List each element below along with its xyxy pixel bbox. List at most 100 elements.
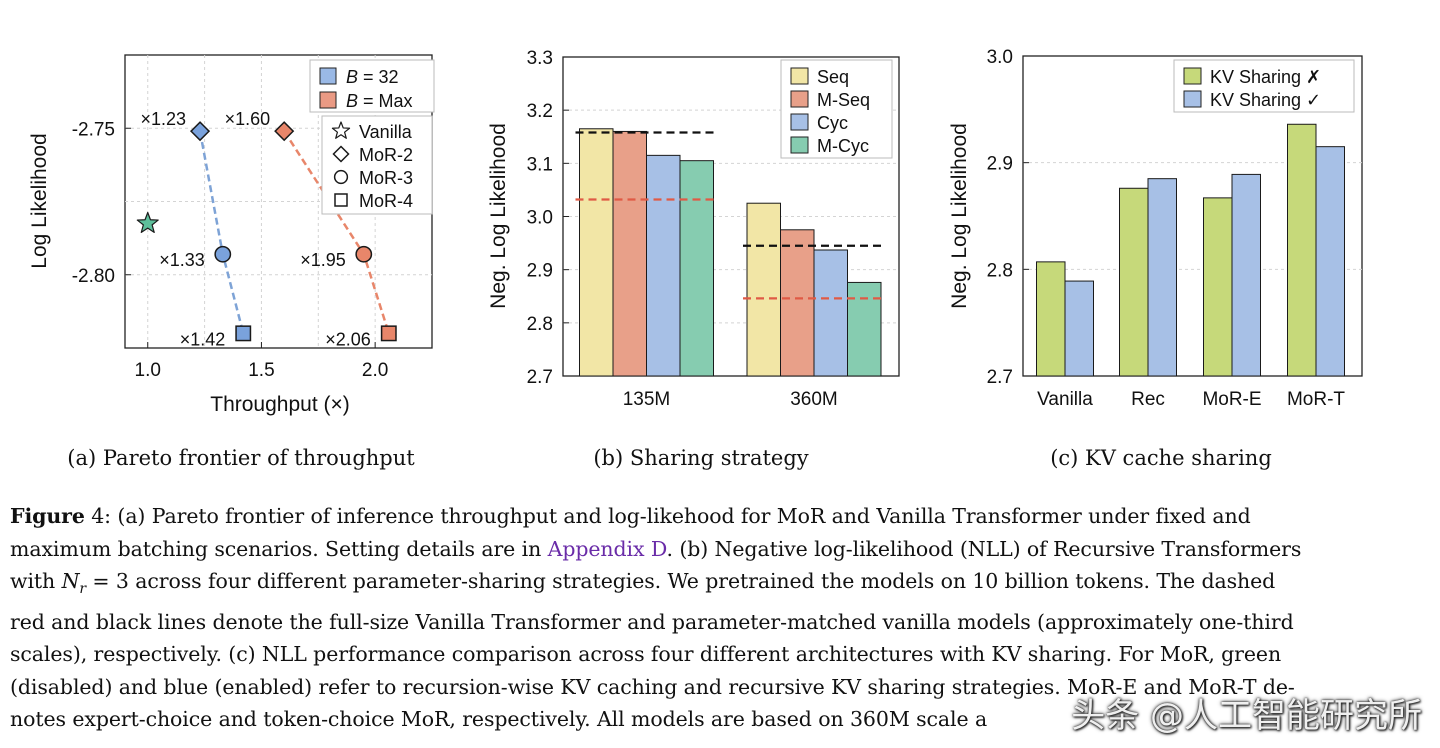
panel-a-legend-marker-square (334, 193, 348, 207)
c-ytick-label: 2.9 (987, 154, 1013, 175)
panel-b-legend-swatch (790, 136, 809, 154)
panel-a-legend-swatch (319, 91, 337, 109)
caption-line-5: scales), respectively. (c) NLL performan… (10, 642, 1282, 667)
panel-a-point-label: ×1.33 (159, 250, 205, 270)
panel-c-plot-frame (1022, 55, 1363, 377)
b-bar (679, 160, 714, 377)
panel-a-point-label: ×2.06 (325, 329, 371, 349)
panel-c-kv-cache-chart: 2.7 2.8 2.9 3.0 Vanilla Rec MoR-E MoR-T Neg. Lo… (948, 47, 1363, 470)
c-bar (1231, 173, 1261, 377)
panel-a-point-diamond (189, 121, 211, 142)
caption-line-1: Figure 4: (a) Pareto frontier of inferen… (10, 500, 1430, 533)
panel-a-point-circle (355, 245, 373, 263)
c-bar (1147, 178, 1177, 377)
caption-figure-number: 4: (84, 504, 111, 528)
caption-math-sub: r (79, 581, 86, 598)
panel-a-legend-marker-label: MoR-4 (359, 191, 413, 211)
c-bar (1203, 197, 1233, 377)
caption-text: maximum batching scenarios. Setting deta… (10, 536, 548, 561)
panel-c-bars (1036, 123, 1345, 377)
panel-b-reference-lines (575, 131, 885, 300)
b-ytick-label: 3.0 (527, 208, 553, 229)
caption-line-2: maximum batching scenarios. Setting deta… (10, 533, 1430, 566)
c-xtick-label: Vanilla (1037, 389, 1093, 410)
b-bar (780, 229, 815, 377)
panel-a-legend-marker-diamond (332, 145, 350, 163)
panel-b-legend: Seq M-Seq Cyc M-Cyc (780, 59, 893, 159)
panel-a-legend-label-var: B (346, 91, 358, 111)
panel-a-point-label: ×1.42 (180, 329, 226, 349)
b-ytick-label: 2.9 (527, 261, 553, 282)
panel-c-ylabel: Neg. Log Likelihood (948, 123, 971, 309)
appendix-d-link[interactable]: Appendix D (547, 536, 667, 561)
caption-line-4: red and black lines denote the full-size… (10, 609, 1294, 634)
panel-a-legend-marker-label: MoR-3 (359, 168, 413, 188)
panel-b-legend-label: M-Cyc (817, 136, 869, 156)
panel-c-legend-swatch (1183, 90, 1202, 108)
panel-a-legend-label-val: = Max (358, 91, 413, 111)
caption-math-n: N (61, 569, 80, 593)
c-bar (1287, 123, 1317, 377)
b-xtick-label: 360M (790, 389, 838, 410)
panel-c-legend-label: KV Sharing ✓ (1210, 90, 1321, 110)
b-bar (847, 281, 882, 377)
panel-a-point-diamond (274, 121, 295, 142)
panel-b-legend-label: M-Seq (817, 90, 870, 110)
panel-a-caption: (a) Pareto frontier of throughput (67, 446, 415, 470)
panel-b-legend-swatch (790, 67, 809, 85)
c-ytick-label: 3.0 (987, 47, 1013, 68)
panel-a-legend-label: B = Max (346, 91, 413, 111)
panel-b-caption: (b) Sharing strategy (593, 446, 808, 470)
panel-a-legend-marker-circle (333, 169, 349, 185)
panel-a-point-square (235, 325, 252, 342)
panel-c-legend-label: KV Sharing ✗ (1210, 67, 1321, 87)
b-bar (813, 249, 848, 377)
caption-text: across four different parameter-sharing … (128, 569, 1276, 593)
panel-a-legend-label-var: B (346, 67, 358, 87)
panel-a-point-label: ×1.95 (300, 250, 346, 270)
panel-a-vanilla-star (136, 211, 159, 233)
c-xtick-label: MoR-T (1287, 389, 1345, 410)
panel-a-ytick-label: -2.75 (72, 119, 115, 140)
panel-a-xtick-label: 1.0 (135, 360, 161, 381)
figure-caption: Figure 4: (a) Pareto frontier of inferen… (10, 500, 1430, 736)
b-bar (612, 130, 647, 377)
panel-c-ticks: 2.7 2.8 2.9 3.0 Vanilla Rec MoR-E MoR-T (987, 47, 1346, 410)
caption-line-6: (disabled) and blue (enabled) refer to r… (10, 674, 1295, 699)
panel-a-legend-marker-label: Vanilla (359, 122, 413, 142)
b-ytick-label: 2.8 (527, 314, 553, 335)
panel-a-pareto-chart: 1.0 1.5 2.0 -2.75 -2.80 ×1.23 ×1.33 ×1.42 ×1.60… (28, 54, 435, 470)
c-bar (1036, 261, 1066, 377)
panel-b-legend-swatch (790, 90, 809, 108)
panel-c-legend-box (1173, 59, 1355, 113)
panel-b-ylabel: Neg. Log Likelihood (487, 123, 510, 309)
panel-a-series-line (198, 130, 245, 334)
panel-a-xtick-label: 1.5 (248, 360, 274, 381)
c-bar (1064, 280, 1094, 377)
panel-a-xlabel: Throughput (×) (210, 393, 350, 416)
caption-math-eq: = 3 (86, 569, 129, 593)
caption-line-7: notes expert-choice and token-choice MoR… (10, 707, 988, 732)
caption-text: . (b) Negative log-likelihood (NLL) of R… (666, 536, 1302, 561)
panel-b-sharing-strategy-chart: 2.7 2.8 2.9 3.0 3.1 3.2 3.3 135M 360M Neg. Log L… (487, 48, 900, 470)
panel-a-points (136, 121, 397, 342)
panel-b-bars (579, 128, 882, 377)
b-ytick-label: 3.2 (527, 101, 553, 122)
c-bar (1315, 146, 1345, 377)
b-bar (746, 202, 781, 377)
panel-a-legend-label-val: = 32 (358, 67, 399, 87)
panel-b-ticks: 2.7 2.8 2.9 3.0 3.1 3.2 3.3 135M 360M (527, 48, 838, 410)
panel-a-legend-marker-label: MoR-2 (359, 145, 413, 165)
panel-a-point-label: ×1.23 (140, 109, 186, 129)
b-bar (579, 128, 614, 377)
b-xtick-label: 135M (623, 389, 671, 410)
watermark-text: 头条 @人工智能研究所 (1071, 696, 1422, 736)
panel-a-xtick-label: 2.0 (362, 360, 388, 381)
b-ytick-label: 3.1 (527, 154, 553, 175)
panel-a-ytick-label: -2.80 (72, 266, 115, 287)
panel-a-point-square (380, 325, 397, 342)
b-bar (646, 154, 681, 377)
panel-a-ticks: 1.0 1.5 2.0 -2.75 -2.80 (72, 119, 389, 381)
